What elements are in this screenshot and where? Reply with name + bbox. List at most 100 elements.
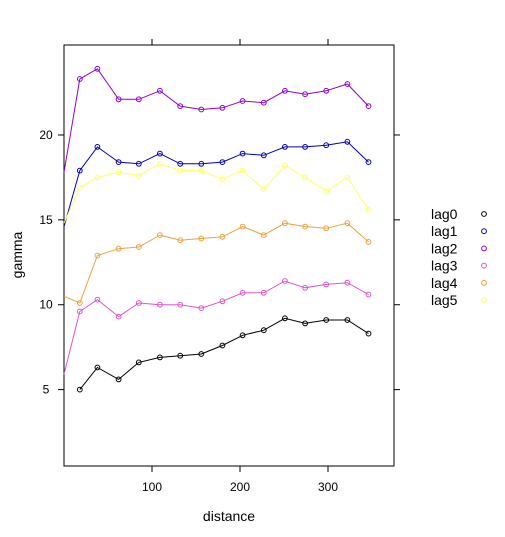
data-point (323, 87, 330, 94)
data-point (76, 167, 83, 174)
y-tick-label: 20 (39, 128, 53, 142)
data-point (365, 206, 372, 213)
data-point (260, 232, 267, 239)
series-line-lag4 (63, 222, 369, 304)
y-axis-title: gamma (9, 231, 25, 278)
series-line-lag3 (63, 280, 369, 375)
data-point (135, 244, 142, 250)
legend-label: lag3 (431, 258, 458, 274)
series-lag5 (63, 160, 372, 224)
data-point (302, 91, 309, 98)
legend-label: lag5 (431, 292, 458, 308)
data-point (219, 176, 226, 183)
data-point (135, 96, 142, 103)
data-point (157, 160, 163, 167)
data-point (282, 87, 288, 94)
data-point (157, 150, 163, 157)
data-point (239, 98, 246, 104)
data-point (115, 376, 122, 383)
legend-label: lag0 (431, 206, 458, 222)
data-point (177, 160, 184, 167)
data-point (157, 301, 163, 308)
axis-ticks: 100 200 300 5 10 15 20 (39, 39, 400, 494)
data-point (302, 284, 309, 291)
data-point (76, 300, 83, 306)
data-point (344, 81, 351, 87)
data-point (323, 225, 330, 232)
data-point (135, 160, 142, 167)
data-point (260, 99, 267, 106)
data-point (302, 174, 309, 181)
plot-frame (63, 44, 395, 467)
series-line-lag5 (63, 163, 369, 224)
data-point (365, 291, 372, 298)
data-point (302, 223, 309, 230)
data-point (76, 308, 83, 315)
data-point (282, 278, 288, 284)
data-point (177, 237, 184, 244)
data-point (260, 186, 267, 193)
legend-marker (481, 279, 487, 286)
data-point (94, 144, 101, 150)
data-point (344, 174, 351, 181)
data-point (94, 296, 101, 303)
series-line-lag0 (79, 317, 369, 390)
data-point (157, 87, 163, 94)
data-point (198, 235, 205, 242)
data-point (260, 289, 267, 296)
series-layer (63, 65, 372, 393)
data-point (94, 364, 101, 371)
series-lag2 (63, 65, 372, 173)
data-point (260, 327, 267, 334)
data-point (115, 313, 122, 320)
data-point (198, 106, 205, 113)
data-point (76, 76, 83, 82)
data-point (219, 298, 226, 305)
data-point (198, 160, 205, 167)
data-point (198, 167, 205, 174)
data-point (94, 65, 101, 72)
x-tick-label: 300 (318, 480, 338, 494)
series-line-lag2 (63, 68, 369, 173)
data-point (219, 342, 226, 349)
y-tick-label: 10 (39, 298, 53, 312)
series-line-lag1 (63, 141, 369, 227)
data-point (135, 300, 142, 306)
data-point (344, 317, 351, 323)
data-point (282, 220, 288, 227)
data-point (239, 167, 246, 174)
data-point (239, 223, 246, 230)
legend-marker (481, 297, 487, 303)
legend-marker (481, 228, 487, 235)
data-point (260, 152, 267, 159)
data-point (323, 142, 330, 149)
data-point (157, 232, 163, 239)
data-point (198, 305, 205, 312)
series-lag1 (63, 138, 372, 227)
data-point (282, 162, 288, 169)
data-point (76, 386, 83, 393)
legend-label: lag2 (431, 240, 458, 256)
data-point (198, 351, 205, 357)
data-point (344, 279, 351, 286)
data-point (115, 159, 122, 166)
data-point (177, 103, 184, 109)
data-point (219, 159, 226, 166)
series-lag4 (63, 220, 372, 306)
legend-marker (481, 211, 487, 217)
legend-label: lag1 (431, 223, 458, 239)
series-lag3 (63, 278, 372, 375)
data-point (302, 144, 309, 150)
y-tick-label: 15 (39, 213, 53, 227)
data-point (94, 252, 101, 259)
data-point (115, 169, 122, 176)
legend-marker (481, 262, 487, 269)
data-point (239, 332, 246, 339)
data-point (135, 172, 142, 179)
x-tick-label: 200 (230, 480, 250, 494)
data-point (365, 239, 372, 245)
data-point (365, 330, 372, 337)
y-tick-label: 5 (43, 383, 50, 397)
